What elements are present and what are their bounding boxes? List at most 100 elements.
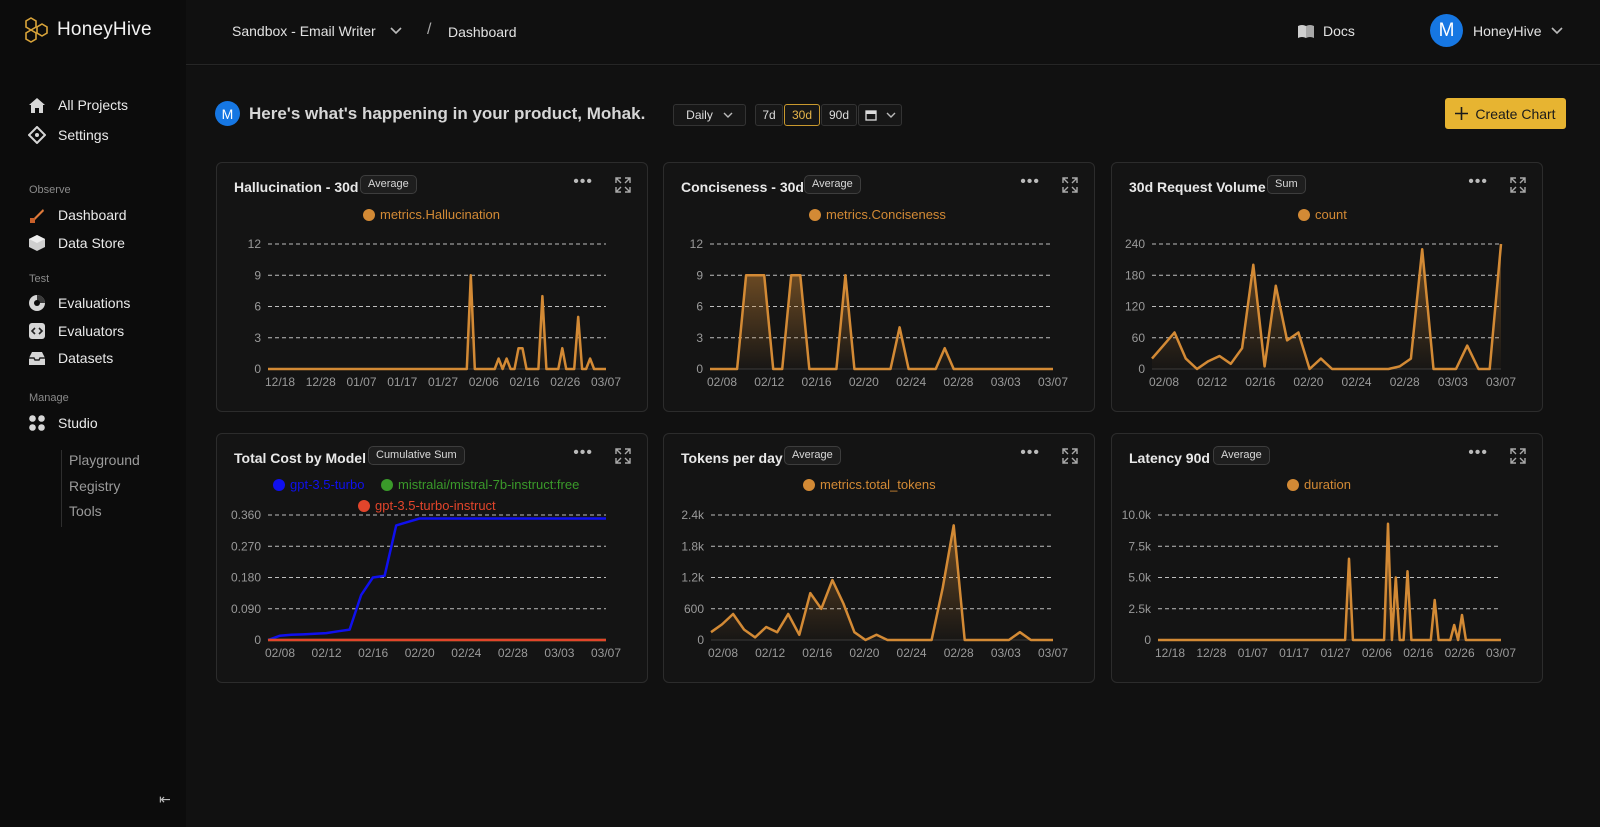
- x-tick-label: 02/20: [1293, 375, 1323, 389]
- collapse-sidebar-button[interactable]: ⇤: [159, 791, 171, 807]
- section-label-observe: Observe: [29, 184, 71, 196]
- aggregation-badge: Average: [360, 175, 417, 194]
- x-tick-label: 02/20: [849, 646, 879, 660]
- app-name: HoneyHive: [57, 19, 152, 40]
- expand-icon[interactable]: [1510, 177, 1526, 193]
- chart-card: Total Cost by Model Cumulative Sum ••• gpt-…: [216, 433, 648, 683]
- section-label-manage: Manage: [29, 392, 69, 404]
- aggregation-badge: Average: [804, 175, 861, 194]
- chart-card: Tokens per day Average ••• metrics.total_to…: [663, 433, 1095, 683]
- x-tick-label: 01/27: [1320, 646, 1350, 660]
- x-tick-label: 02/24: [451, 646, 481, 660]
- chart-title: Hallucination - 30d: [234, 179, 359, 195]
- legend-label: duration: [1304, 477, 1351, 492]
- legend-item[interactable]: mistralai/mistral-7b-instruct:free: [381, 477, 579, 492]
- evaluations-icon: [28, 294, 46, 312]
- x-tick-label: 02/12: [754, 375, 784, 389]
- granularity-select[interactable]: Daily: [673, 104, 746, 126]
- more-options-icon[interactable]: •••: [1020, 173, 1040, 190]
- chart-plot: 0 2.5k 5.0k 7.5k 10.0k 12/18 12/28 01/07 01/17 01…: [1122, 508, 1517, 660]
- chart-plot: 0 60 120 180 240 02/08 02/12 02/16 02/20 02/24 02/…: [1125, 237, 1516, 389]
- legend-item[interactable]: metrics.total_tokens: [803, 477, 936, 492]
- x-tick-label: 02/16: [802, 646, 832, 660]
- sidebar-item-tools[interactable]: Tools: [69, 503, 102, 519]
- legend-label: metrics.total_tokens: [820, 477, 936, 492]
- sidebar-item-label: Datasets: [58, 350, 114, 366]
- x-tick-label: 02/12: [1197, 375, 1227, 389]
- x-tick-label: 03/07: [591, 375, 621, 389]
- y-tick-label: 240: [1125, 237, 1145, 251]
- y-tick-label: 2.4k: [681, 508, 705, 522]
- sidebar-item-data-store[interactable]: Data Store: [28, 234, 125, 252]
- date-picker-button[interactable]: [858, 104, 902, 126]
- legend-item[interactable]: gpt-3.5-turbo-instruct: [358, 498, 496, 513]
- y-tick-label: 10.0k: [1122, 508, 1152, 522]
- y-tick-label: 0: [696, 362, 703, 376]
- inbox-icon: [28, 349, 46, 367]
- sidebar-item-all-projects[interactable]: All Projects: [28, 96, 128, 114]
- docs-link[interactable]: Docs: [1297, 23, 1355, 39]
- y-tick-label: 120: [1125, 300, 1145, 314]
- create-chart-button[interactable]: Create Chart: [1445, 98, 1566, 129]
- legend-item[interactable]: duration: [1287, 477, 1351, 492]
- expand-icon[interactable]: [615, 448, 631, 464]
- sidebar-item-label: All Projects: [58, 97, 129, 113]
- x-tick-label: 02/24: [897, 646, 927, 660]
- granularity-value: Daily: [686, 108, 713, 122]
- x-tick-label: 01/17: [1279, 646, 1309, 660]
- more-options-icon[interactable]: •••: [1468, 444, 1488, 461]
- code-icon: [28, 322, 46, 340]
- more-options-icon[interactable]: •••: [1020, 444, 1040, 461]
- legend-item[interactable]: metrics.Conciseness: [809, 207, 946, 222]
- honeycomb-icon: [25, 17, 48, 43]
- legend-item[interactable]: count: [1298, 207, 1347, 222]
- expand-icon[interactable]: [1062, 177, 1078, 193]
- sidebar-item-dashboard[interactable]: Dashboard: [28, 206, 127, 224]
- legend-label: metrics.Conciseness: [826, 207, 946, 222]
- sidebar-item-studio[interactable]: Studio: [28, 414, 98, 432]
- range-7d-button[interactable]: 7d: [755, 104, 783, 126]
- range-30d-button[interactable]: 30d: [784, 104, 820, 126]
- sidebar-item-evaluations[interactable]: Evaluations: [28, 294, 130, 312]
- more-options-icon[interactable]: •••: [573, 173, 593, 190]
- x-tick-label: 12/18: [1155, 646, 1185, 660]
- book-icon: [1298, 24, 1314, 38]
- y-tick-label: 0: [1138, 362, 1145, 376]
- sidebar-item-registry[interactable]: Registry: [69, 477, 121, 494]
- x-tick-label: 02/08: [708, 646, 738, 660]
- series-line: [1158, 522, 1501, 642]
- chevron-down-icon: [1551, 26, 1564, 34]
- user-menu[interactable]: M HoneyHive: [1430, 14, 1564, 47]
- series-line: [267, 517, 606, 642]
- y-tick-label: 0: [697, 633, 704, 647]
- y-tick-label: 9: [696, 268, 703, 282]
- expand-icon[interactable]: [1510, 448, 1526, 464]
- x-tick-label: 02/28: [944, 646, 974, 660]
- sidebar-item-datasets[interactable]: Datasets: [28, 349, 113, 367]
- chart-plot: 0 600 1.2k 1.8k 2.4k 02/08 02/12 02/16 02/20 02/2…: [681, 508, 1068, 660]
- sidebar-item-playground[interactable]: Playground: [69, 452, 140, 468]
- series-line: [268, 274, 606, 371]
- series-line: [710, 524, 1053, 642]
- sidebar-item-evaluators[interactable]: Evaluators: [28, 322, 124, 340]
- user-name: HoneyHive: [1473, 22, 1542, 39]
- legend-label: metrics.Hallucination: [380, 207, 500, 222]
- expand-icon[interactable]: [615, 177, 631, 193]
- expand-icon[interactable]: [1062, 448, 1078, 464]
- legend-label: mistralai/mistral-7b-instruct:free: [398, 477, 580, 492]
- legend-item[interactable]: metrics.Hallucination: [363, 207, 500, 222]
- more-options-icon[interactable]: •••: [573, 444, 593, 461]
- sidebar-item-settings[interactable]: Settings: [28, 126, 109, 144]
- chart-title: Conciseness - 30d: [681, 179, 804, 195]
- legend-swatch: [358, 499, 370, 512]
- logo[interactable]: HoneyHive: [24, 16, 152, 44]
- more-options-icon[interactable]: •••: [1468, 173, 1488, 190]
- chevron-down-icon: [886, 112, 895, 118]
- section-label-test: Test: [29, 273, 50, 285]
- breadcrumb-current-page[interactable]: Dashboard: [448, 24, 517, 40]
- chart-card: 30d Request Volume Sum ••• count 0 60 120 180 24…: [1111, 162, 1543, 412]
- range-90d-button[interactable]: 90d: [821, 104, 857, 126]
- legend-item[interactable]: gpt-3.5-turbo: [273, 477, 364, 492]
- project-selector[interactable]: Sandbox - Email Writer: [232, 23, 402, 39]
- y-tick-label: 3: [254, 331, 261, 345]
